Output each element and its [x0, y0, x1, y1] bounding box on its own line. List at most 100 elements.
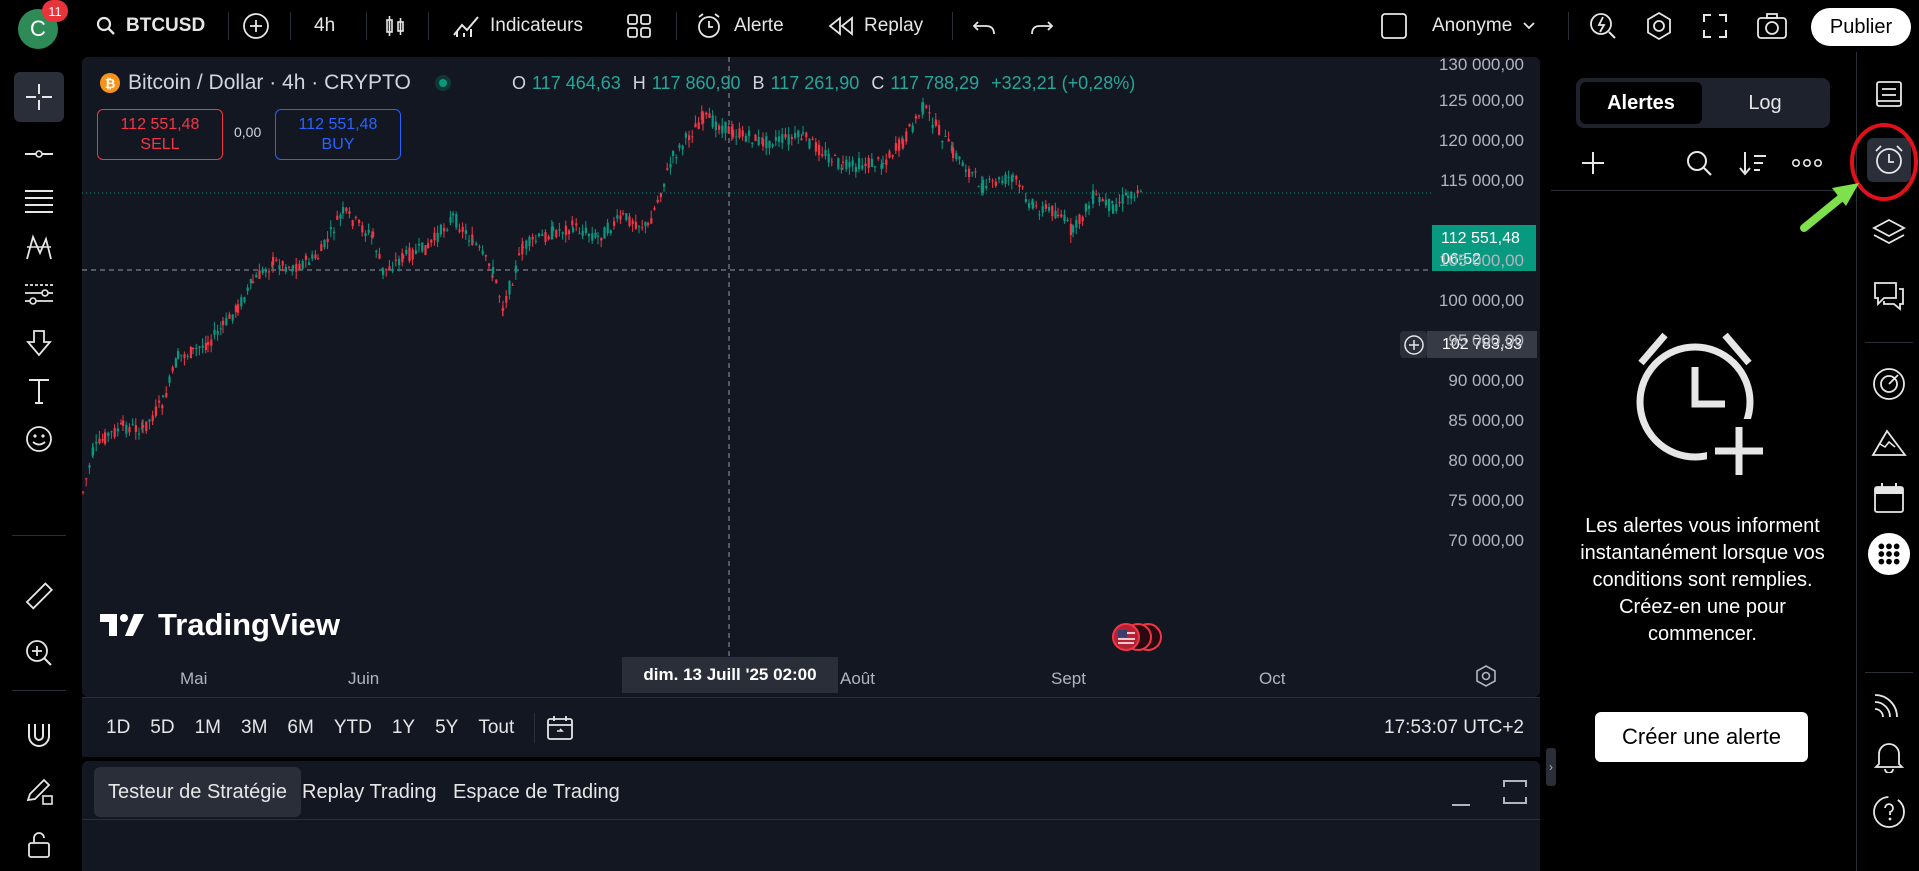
candle-body — [771, 144, 774, 147]
replay-button[interactable]: Replay — [828, 0, 923, 52]
axis-settings-icon[interactable] — [1475, 665, 1497, 687]
fullscreen-button[interactable] — [1702, 0, 1728, 52]
templates-button[interactable] — [626, 0, 652, 52]
add-alert-plus-button[interactable] — [1400, 331, 1427, 358]
snapshot-button[interactable] — [1756, 0, 1788, 52]
fib-tool[interactable] — [14, 176, 64, 226]
trend-line-tool[interactable] — [14, 129, 64, 179]
tab-trading-panel[interactable]: Espace de Trading — [453, 780, 620, 803]
chart-pane[interactable]: ₿ Bitcoin / Dollar · 4h · CRYPTO O 117 46… — [82, 57, 1540, 697]
screener-button[interactable] — [1867, 362, 1911, 406]
symbol-legend[interactable]: ₿ Bitcoin / Dollar · 4h · CRYPTO — [100, 71, 453, 95]
timezone-clock[interactable]: 17:53:07 UTC+2 — [1384, 716, 1524, 738]
watchlist-button[interactable] — [1867, 72, 1911, 116]
candle-body — [275, 259, 278, 261]
candle-body — [697, 122, 700, 129]
zoom-tool[interactable] — [14, 628, 64, 678]
tab-alerts[interactable]: Alertes — [1580, 82, 1702, 124]
minimize-icon[interactable] — [1449, 785, 1473, 809]
sort-alerts-button[interactable] — [1735, 145, 1771, 181]
candle-body — [495, 279, 498, 283]
help-button[interactable] — [1867, 790, 1911, 834]
range-1d[interactable]: 1D — [106, 716, 131, 738]
candle-body — [481, 250, 484, 255]
candle-body — [684, 133, 687, 138]
lock-tool[interactable] — [14, 820, 64, 870]
settings-button[interactable] — [1644, 0, 1674, 52]
candle-body — [1101, 199, 1104, 202]
range-5y[interactable]: 5Y — [435, 716, 459, 738]
candle-body — [694, 123, 697, 128]
emoji-tool[interactable] — [14, 414, 64, 464]
more-options-button[interactable] — [1789, 145, 1825, 181]
candle-body — [326, 238, 329, 243]
quick-search-button[interactable] — [1588, 0, 1618, 52]
economic-events-icon[interactable] — [1106, 621, 1166, 653]
apps-grid-icon — [1867, 532, 1911, 576]
collapse-panel-handle[interactable]: › — [1546, 748, 1556, 786]
maximize-icon[interactable] — [1502, 779, 1528, 805]
publish-button[interactable]: Publier — [1811, 8, 1911, 46]
range-ytd[interactable]: YTD — [333, 716, 372, 738]
calendar-goto-icon[interactable] — [545, 714, 575, 742]
user-avatar[interactable]: C 11 — [18, 0, 68, 49]
layout-menu-button[interactable]: Anonyme — [1380, 0, 1536, 52]
lock-drawings-tool[interactable] — [14, 766, 64, 816]
candle-body — [478, 246, 481, 248]
forecast-tool[interactable] — [14, 270, 64, 320]
price-chart[interactable] — [82, 57, 1540, 697]
symbol-search-button[interactable]: BTCUSD — [96, 0, 205, 52]
candle-body — [994, 181, 997, 186]
notifications-button[interactable] — [1867, 734, 1911, 778]
range-1y[interactable]: 1Y — [391, 716, 416, 738]
interval-button[interactable]: 4h — [314, 15, 336, 36]
candle-body — [405, 249, 408, 255]
candle-body — [427, 243, 430, 248]
chats-button[interactable] — [1867, 274, 1911, 318]
create-alert-button[interactable]: Alerte — [696, 0, 784, 52]
text-tool[interactable] — [14, 366, 64, 416]
search-alerts-button[interactable] — [1681, 145, 1717, 181]
price-axis-label: 85 000,00 — [1448, 411, 1524, 430]
tab-strategy-tester[interactable]: Testeur de Stratégie — [94, 767, 301, 817]
ideas-button[interactable] — [1867, 420, 1911, 464]
compare-symbol-button[interactable] — [242, 0, 270, 52]
crosshair-tool[interactable] — [14, 72, 64, 122]
candle-body — [824, 149, 827, 156]
measure-tool[interactable] — [14, 572, 64, 622]
apps-button[interactable] — [1867, 532, 1911, 576]
candle-body — [131, 424, 134, 426]
range-3m[interactable]: 3M — [241, 716, 268, 738]
chart-type-button[interactable] — [382, 0, 408, 52]
range-tout[interactable]: Tout — [478, 716, 515, 738]
tab-log[interactable]: Log — [1748, 91, 1782, 114]
candle-body — [1075, 219, 1078, 228]
candle-body — [888, 151, 891, 158]
indicators-button[interactable]: Indicateurs — [452, 0, 583, 52]
range-5d[interactable]: 5D — [150, 716, 175, 738]
sell-button[interactable]: 112 551,48 SELL — [97, 109, 223, 160]
buy-button[interactable]: 112 551,48 BUY — [275, 109, 401, 160]
calendar-button[interactable] — [1867, 476, 1911, 520]
undo-button[interactable] — [972, 0, 996, 52]
add-alert-button[interactable] — [1575, 145, 1611, 181]
candle-body — [778, 136, 781, 142]
candle-body — [874, 166, 877, 168]
candle-body — [991, 180, 994, 182]
streams-button[interactable] — [1867, 680, 1911, 724]
candle-body — [1121, 194, 1124, 204]
range-6m[interactable]: 6M — [287, 716, 314, 738]
redo-button[interactable] — [1030, 0, 1054, 52]
alerts-panel: Alertes Log Les alertes vous informent i… — [1551, 57, 1854, 871]
object-tree-button[interactable] — [1867, 210, 1911, 254]
alerts-sidebar-button[interactable] — [1867, 138, 1911, 182]
chat-icon — [1874, 282, 1904, 311]
candle-body — [398, 258, 401, 266]
range-1m[interactable]: 1M — [194, 716, 221, 738]
pattern-tool[interactable] — [14, 223, 64, 273]
create-alert-button-panel[interactable]: Créer une alerte — [1595, 712, 1808, 762]
tab-replay-trading[interactable]: Replay Trading — [302, 780, 437, 803]
candle-body — [1133, 196, 1136, 198]
magnet-tool[interactable] — [14, 710, 64, 760]
arrow-tool[interactable] — [14, 318, 64, 368]
